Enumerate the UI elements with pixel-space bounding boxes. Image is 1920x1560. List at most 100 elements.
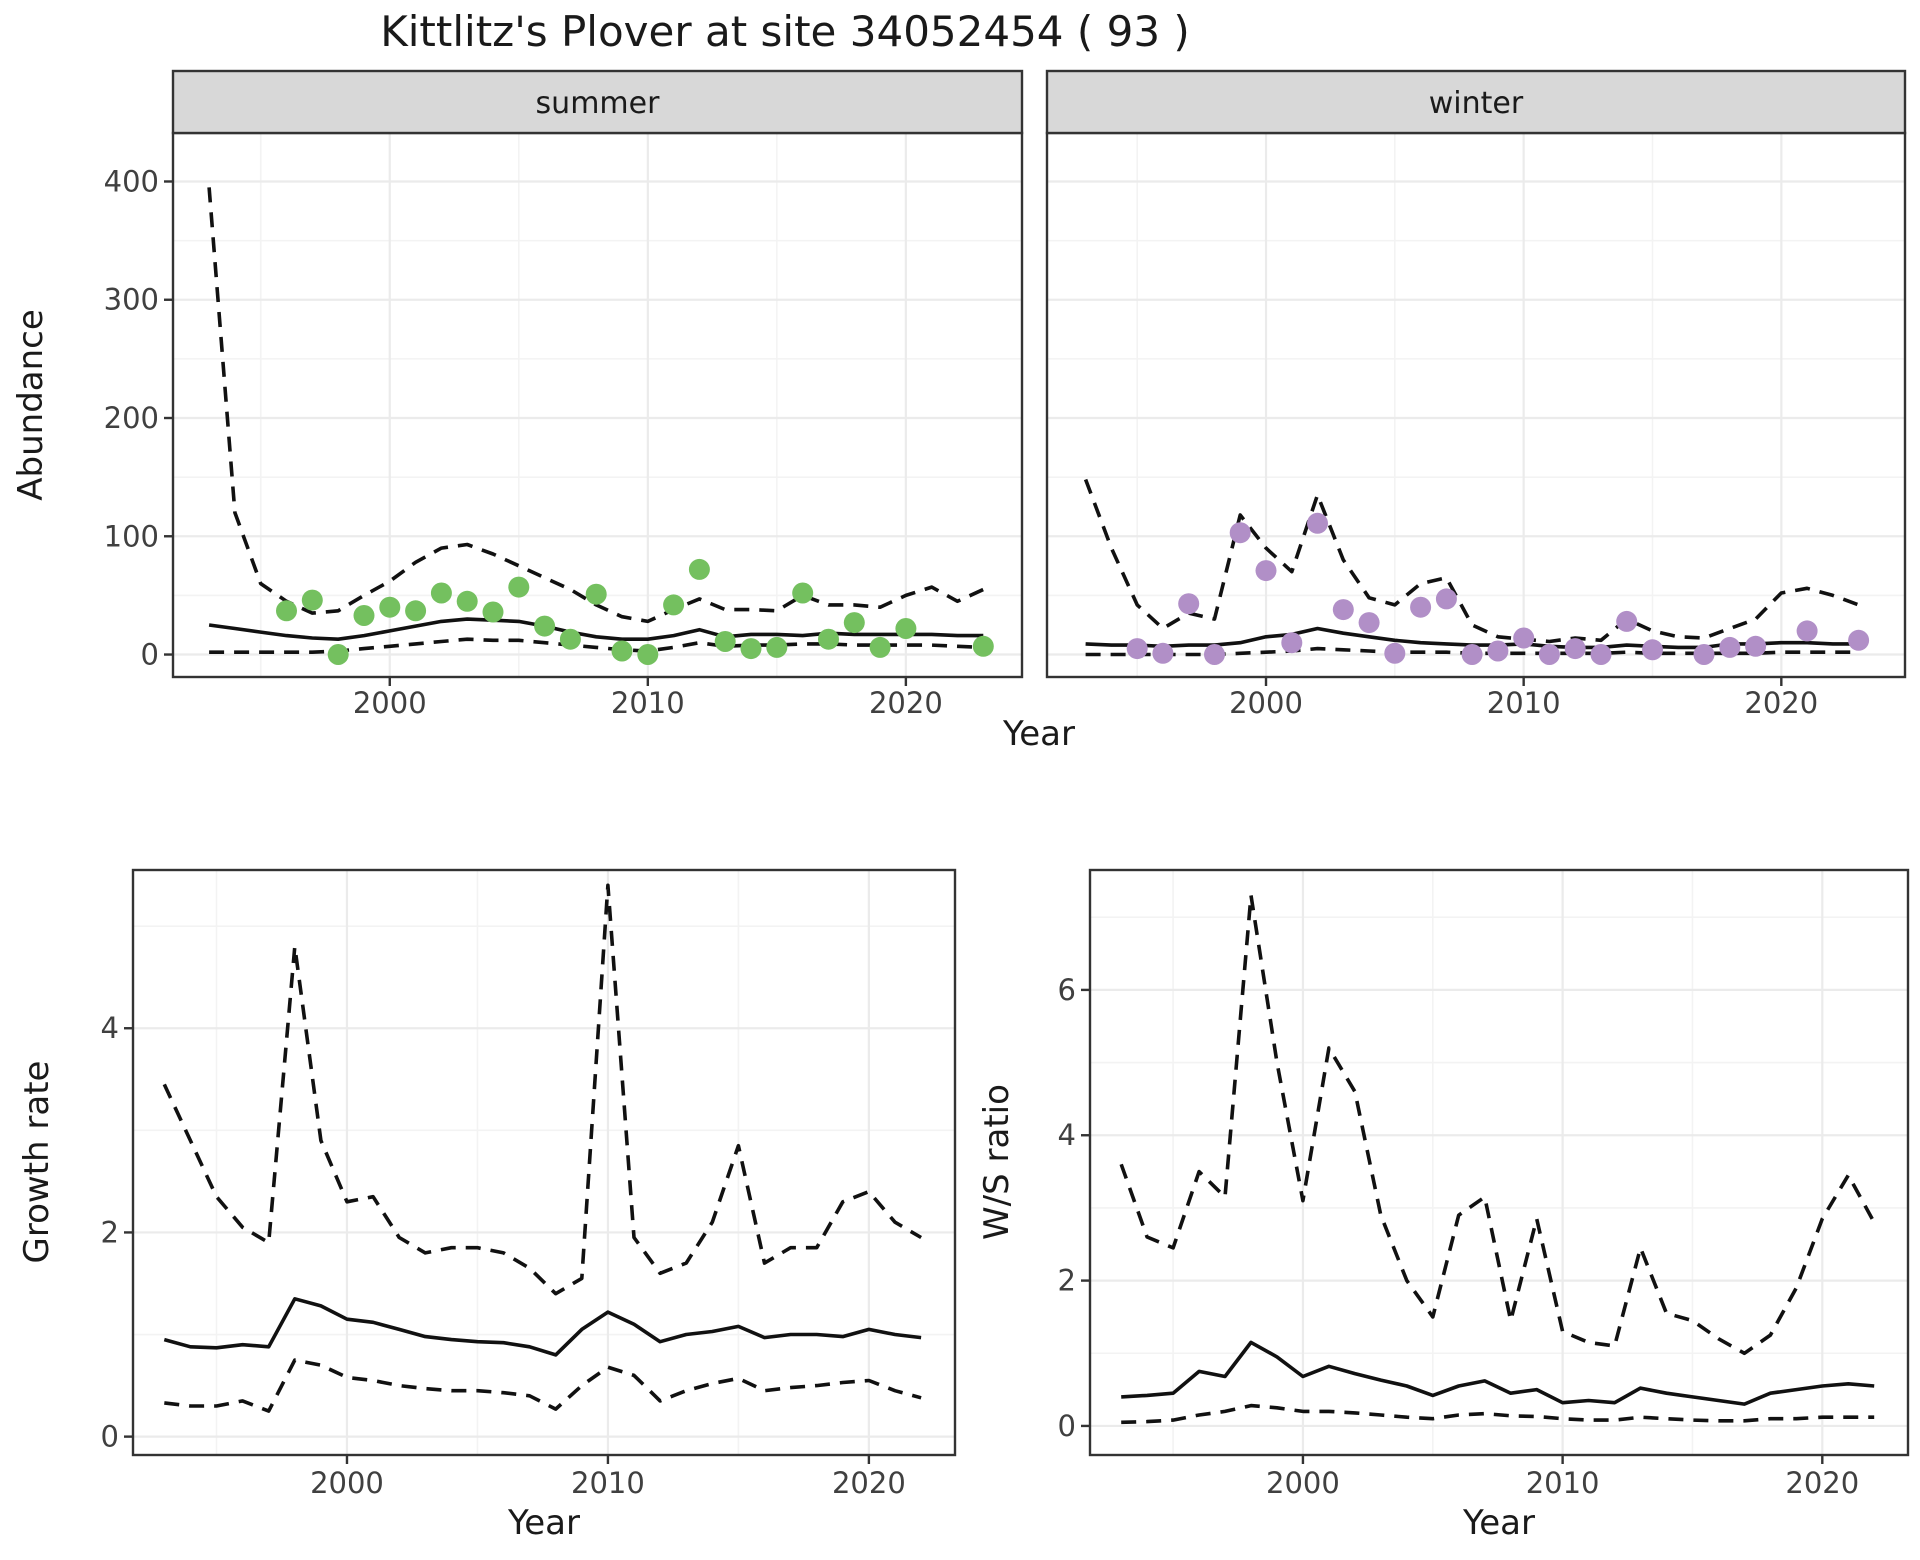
ws-ratio-y-axis-title: W/S ratio — [977, 1084, 1017, 1240]
abundance-y-axis-title: Abundance — [11, 309, 51, 501]
x-tick-label: 2010 — [571, 1466, 645, 1500]
abundance-winter-observation-point — [1745, 635, 1767, 657]
abundance-winter-observation-point — [1796, 620, 1818, 642]
growth-rate-upper-ci-line — [162, 883, 923, 1296]
growth-rate-plot-background — [133, 870, 955, 1455]
ws-ratio-plot-background — [1090, 870, 1908, 1455]
x-tick-label: 2010 — [1526, 1466, 1600, 1500]
panel-abundance-winter: winter 2000 2010 2020 — [1045, 69, 1907, 720]
abundance-winter-observation-point — [1693, 644, 1715, 665]
abundance-summer-observation-point — [688, 558, 710, 580]
abundance-summer-observation-point — [637, 644, 659, 665]
abundance-summer-observation-point — [585, 583, 607, 605]
abundance-summer-observation-point — [353, 605, 375, 626]
abundance-summer-observation-point — [766, 636, 788, 658]
abundance-winter-upper-ci-line — [1083, 478, 1860, 644]
growth-rate-median-line — [163, 1297, 922, 1357]
abundance-winter-observation-point — [1307, 512, 1328, 534]
growth-rate-y-axis-title: Growth rate — [17, 1061, 57, 1264]
panel-ws-ratio: 2000 2010 2020 0 2 4 6 — [1058, 868, 1910, 1500]
ws-ratio-lower-ci-line — [1121, 1403, 1875, 1425]
abundance-winter-observation-point — [1281, 632, 1303, 654]
abundance-winter-observation-point — [1616, 610, 1638, 632]
facet-strip-label-summer: summer — [536, 86, 661, 121]
abundance-winter-observation-point — [1719, 636, 1741, 658]
abundance-summer-observation-point — [611, 640, 633, 662]
y-tick-label: 6 — [1058, 973, 1076, 1007]
abundance-winter-observation-point — [1461, 644, 1483, 665]
chart-title: Kittlitz's Plover at site 34052454 ( 93 … — [380, 7, 1190, 56]
ws-ratio-panel-border — [1088, 868, 1910, 1457]
abundance-summer-observation-point — [534, 615, 556, 637]
x-tick-label: 2020 — [1744, 686, 1818, 720]
abundance-winter-observation-point — [1255, 560, 1277, 582]
abundance-winter-observation-point — [1590, 644, 1612, 665]
abundance-winter-observation-point — [1538, 644, 1560, 665]
x-tick-label: 2010 — [611, 686, 685, 720]
panel-abundance-summer: summer 2000 2010 2020 0 100 200 300 400 — [104, 69, 1024, 720]
abundance-summer-observation-point — [559, 628, 581, 650]
abundance-summer-observation-point — [895, 618, 917, 639]
y-tick-label: 4 — [1058, 1118, 1076, 1152]
abundance-summer-observation-point — [301, 589, 323, 611]
abundance-winter-observation-point — [1204, 644, 1225, 665]
abundance-winter-observation-point — [1384, 642, 1406, 664]
growth-rate-x-axis-title: Year — [507, 1503, 580, 1543]
abundance-winter-observation-point — [1229, 522, 1251, 544]
abundance-winter-observation-point — [1410, 596, 1432, 618]
x-tick-label: 2020 — [832, 1466, 906, 1500]
abundance-summer-median-line — [208, 617, 984, 642]
abundance-summer-observation-point — [508, 576, 530, 598]
abundance-summer-observation-point — [843, 612, 865, 634]
ws-ratio-median-line — [1121, 1340, 1875, 1406]
abundance-winter-observation-point — [1435, 588, 1457, 610]
y-tick-label: 2 — [101, 1215, 119, 1249]
abundance-summer-observation-point — [327, 644, 349, 665]
abundance-summer-observation-point — [663, 594, 685, 616]
facet-strip-summer — [171, 69, 1024, 135]
x-tick-label: 2000 — [353, 686, 427, 720]
abundance-summer-observation-point — [379, 596, 401, 618]
top-row-x-axis-title: Year — [1002, 714, 1075, 754]
abundance-summer-observation-point — [972, 635, 994, 657]
abundance-summer-observation-point — [430, 582, 452, 604]
abundance-winter-observation-point — [1152, 642, 1174, 664]
y-tick-label: 0 — [1058, 1409, 1076, 1443]
abundance-winter-observation-point — [1848, 629, 1870, 651]
abundance-summer-observation-point — [792, 582, 814, 604]
abundance-summer-observation-point — [714, 631, 736, 652]
y-tick-label: 300 — [104, 283, 159, 317]
growth-rate-lower-ci-line — [164, 1358, 922, 1413]
abundance-summer-observation-point — [869, 636, 891, 658]
abundance-winter-plot-background — [1047, 133, 1905, 677]
growth-rate-panel-border — [131, 868, 957, 1457]
y-tick-label: 4 — [101, 1011, 119, 1045]
abundance-summer-observation-point — [276, 600, 297, 622]
abundance-winter-observation-point — [1564, 638, 1586, 660]
x-tick-label: 2000 — [1229, 686, 1303, 720]
panel-growth-rate: 2000 2010 2020 0 2 4 — [101, 868, 957, 1500]
x-tick-label: 2000 — [1266, 1466, 1340, 1500]
abundance-winter-observation-point — [1178, 593, 1200, 615]
x-tick-label: 2010 — [1487, 686, 1561, 720]
abundance-summer-observation-point — [456, 590, 478, 612]
y-tick-label: 200 — [104, 401, 159, 435]
abundance-winter-observation-point — [1332, 599, 1354, 621]
x-tick-label: 2020 — [1785, 1466, 1859, 1500]
y-tick-label: 400 — [104, 164, 159, 198]
axis-titles-group: Year Year Abundance Year Growth rate W/S rati… — [11, 309, 1535, 1543]
ws-ratio-x-axis-title: Year — [1462, 1503, 1535, 1543]
abundance-winter-observation-point — [1126, 638, 1148, 660]
x-tick-label: 2000 — [310, 1466, 384, 1500]
abundance-summer-observation-point — [740, 638, 762, 660]
x-tick-label: 2020 — [869, 686, 943, 720]
abundance-winter-observation-point — [1358, 612, 1380, 634]
abundance-summer-observation-point — [482, 601, 504, 623]
abundance-winter-observation-point — [1642, 639, 1663, 661]
y-tick-label: 2 — [1058, 1264, 1076, 1298]
facet-strip-winter — [1045, 69, 1907, 135]
y-tick-label: 0 — [101, 1420, 119, 1454]
y-tick-label: 0 — [141, 638, 159, 672]
